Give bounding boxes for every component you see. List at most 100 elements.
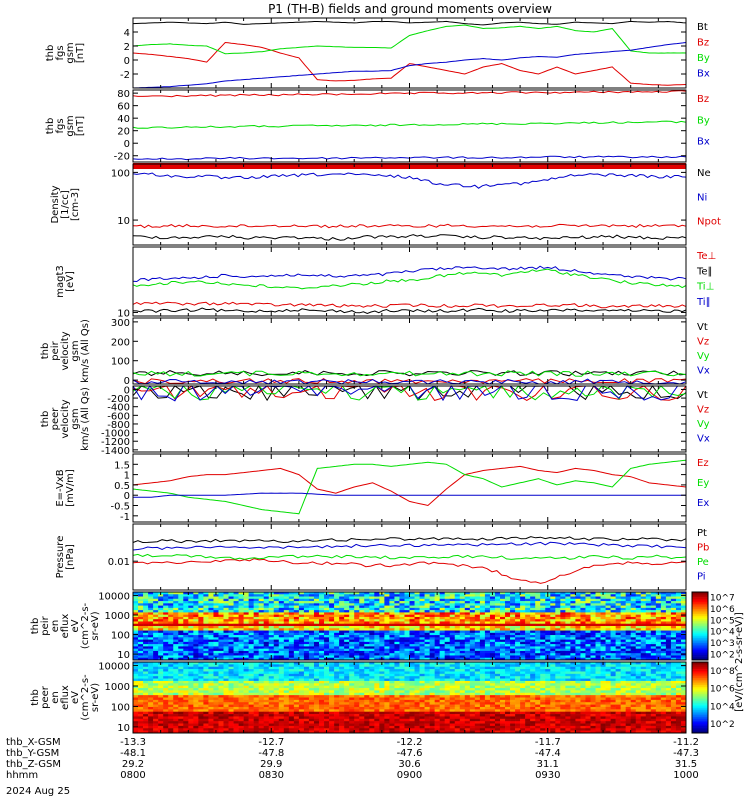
heatmap-cell-spec_peir — [635, 598, 642, 602]
heatmap-cell-spec_peer — [570, 669, 576, 672]
heatmap-cell-spec_peer — [479, 676, 486, 679]
heatmap-cell-spec_peir — [313, 626, 320, 629]
heatmap-cell-spec_peer — [208, 678, 214, 682]
ylabel-density: Density [1/cc] [cm-3] — [50, 185, 81, 223]
heatmap-cell-spec_peir — [288, 605, 295, 609]
heatmap-cell-spec_peir — [258, 632, 265, 636]
heatmap-cell-spec_peer — [434, 664, 440, 668]
heatmap-cell-spec_peir — [223, 650, 229, 654]
heatmap-cell-spec_peir — [268, 614, 275, 618]
heatmap-cell-spec_peir — [384, 610, 390, 613]
heatmap-cell-spec_peir — [148, 641, 154, 645]
heatmap-cell-spec_peir — [520, 648, 526, 652]
heatmap-cell-spec_peir — [615, 612, 621, 615]
heatmap-cell-spec_peer — [389, 678, 395, 682]
heatmap-cell-spec_peer — [303, 666, 310, 670]
heatmap-cell-spec_peir — [228, 639, 234, 643]
heatmap-cell-spec_peir — [384, 614, 390, 618]
heatmap-cell-spec_peer — [525, 676, 531, 679]
heatmap-cell-spec_peir — [233, 644, 239, 647]
heatmap-cell-spec_peir — [354, 655, 360, 659]
heatmap-cell-spec_peer — [474, 666, 481, 670]
heatmap-cell-spec_peir — [560, 632, 566, 636]
heatmap-cell-spec_peir — [268, 628, 275, 631]
heatmap-cell-spec_peir — [575, 637, 581, 640]
heatmap-cell-spec_peer — [243, 666, 249, 670]
heatmap-cell-spec_peir — [575, 605, 581, 609]
heatmap-cell-spec_peir — [419, 605, 425, 609]
legend-pressure-3: Pi — [697, 572, 706, 583]
heatmap-cell-spec_peer — [484, 676, 491, 679]
heatmap-cell-spec_peir — [595, 648, 601, 652]
heatmap-cell-spec_peir — [238, 623, 244, 627]
heatmap-cell-spec_peir — [424, 603, 430, 606]
heatmap-cell-spec_peer — [143, 673, 149, 677]
heatmap-cell-spec_peer — [580, 662, 586, 665]
heatmap-cell-spec_peer — [303, 676, 310, 679]
heatmap-cell-spec_peir — [389, 653, 395, 656]
heatmap-cell-spec_peir — [308, 594, 315, 597]
heatmap-cell-spec_peir — [193, 639, 199, 643]
heatmap-cell-spec_peir — [610, 592, 616, 595]
heatmap-cell-spec_peir — [515, 644, 521, 647]
heatmap-cell-spec_peir — [595, 626, 601, 629]
heatmap-cell-spec_peir — [374, 655, 380, 659]
heatmap-cell-spec_peir — [525, 648, 531, 652]
heatmap-cell-spec_peir — [520, 641, 526, 645]
heatmap-cell-spec_peir — [329, 623, 335, 627]
heatmap-cell-spec_peer — [359, 673, 365, 677]
heatmap-cell-spec_peir — [364, 635, 370, 638]
heatmap-cell-spec_peer — [670, 662, 677, 665]
heatmap-cell-spec_peer — [409, 678, 415, 682]
heatmap-cell-spec_peer — [273, 664, 280, 668]
heatmap-cell-spec_peir — [615, 601, 621, 604]
heatmap-cell-spec_peir — [459, 623, 466, 627]
heatmap-cell-spec_peer — [479, 662, 486, 665]
heatmap-cell-spec_peir — [178, 655, 184, 659]
heatmap-cell-spec_peir — [510, 616, 516, 620]
heatmap-cell-spec_peer — [208, 671, 214, 675]
heatmap-cell-spec_peir — [394, 626, 400, 629]
heatmap-cell-spec_peir — [680, 610, 687, 613]
heatmap-cell-spec_peir — [505, 603, 511, 606]
heatmap-cell-spec_peir — [288, 601, 295, 604]
heatmap-cell-spec_peer — [610, 680, 616, 684]
heatmap-cell-spec_peer — [615, 680, 621, 684]
heatmap-cell-spec_peer — [545, 671, 551, 675]
heatmap-cell-spec_peir — [459, 641, 466, 645]
heatmap-cell-spec_peir — [444, 644, 451, 647]
heatmap-cell-spec_peer — [575, 669, 581, 672]
ylabel-line-efield-1: [mV/m] — [65, 469, 76, 507]
heatmap-cell-spec_peir — [293, 641, 300, 645]
heatmap-cell-spec_peir — [530, 628, 536, 631]
heatmap-cell-spec_peir — [354, 596, 360, 600]
heatmap-cell-spec_peir — [670, 648, 677, 652]
heatmap-cell-spec_peir — [389, 601, 395, 604]
heatmap-cell-spec_peir — [133, 641, 139, 645]
heatmap-cell-spec_peer — [298, 676, 305, 679]
heatmap-cell-spec_peir — [158, 628, 164, 631]
heatmap-cell-spec_peir — [484, 641, 491, 645]
heatmap-cell-spec_peir — [364, 650, 370, 654]
heatmap-cell-spec_peir — [424, 614, 430, 618]
heatmap-cell-spec_peer — [469, 673, 476, 677]
heatmap-cell-spec_peir — [675, 598, 682, 602]
heatmap-cell-spec_peir — [680, 614, 687, 618]
heatmap-cell-spec_peir — [580, 594, 586, 597]
heatmap-cell-spec_peir — [520, 598, 526, 602]
heatmap-cell-spec_peir — [505, 628, 511, 631]
heatmap-cell-spec_peir — [143, 641, 149, 645]
heatmap-cell-spec_peir — [238, 601, 244, 604]
heatmap-cell-spec_peir — [404, 639, 410, 643]
heatmap-cell-spec_peer — [479, 671, 486, 675]
heatmap-cell-spec_peir — [665, 598, 672, 602]
heatmap-cell-spec_peir — [560, 594, 566, 597]
heatmap-cell-spec_peir — [454, 623, 461, 627]
heatmap-cell-spec_peir — [660, 623, 667, 627]
heatmap-cell-spec_peir — [515, 592, 521, 595]
ytick-label-fgs_low-0: -2 — [120, 70, 130, 81]
heatmap-cell-spec_peir — [374, 616, 380, 620]
heatmap-cell-spec_peir — [193, 616, 199, 620]
heatmap-cell-spec_peir — [464, 632, 471, 636]
heatmap-cell-spec_peir — [248, 641, 254, 645]
